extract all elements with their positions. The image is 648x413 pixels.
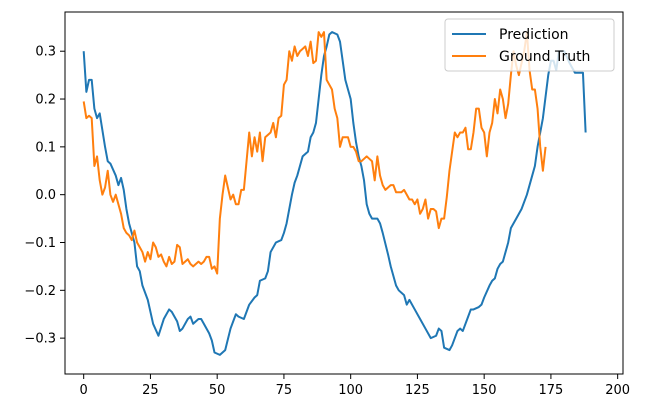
plot-area bbox=[82, 31, 587, 356]
y-tick-label: 0.0 bbox=[35, 188, 56, 203]
x-tick-label: 50 bbox=[209, 383, 226, 398]
legend-label-prediction: Prediction bbox=[499, 27, 569, 43]
y-tick-label: 0.2 bbox=[35, 93, 56, 108]
legend-label-ground-truth: Ground Truth bbox=[499, 49, 590, 65]
series-line-prediction bbox=[82, 31, 587, 356]
x-tick-label: 175 bbox=[538, 383, 563, 398]
x-tick-label: 100 bbox=[338, 383, 363, 398]
x-axis: 0 25 50 75 100 125 150 175 200 bbox=[80, 374, 630, 398]
x-tick-label: 125 bbox=[405, 383, 430, 398]
x-tick-label: 0 bbox=[80, 383, 88, 398]
series-line-ground-truth bbox=[82, 31, 547, 275]
y-tick-label: 0.3 bbox=[35, 45, 56, 60]
x-tick-label: 75 bbox=[276, 383, 293, 398]
y-tick-label: −0.2 bbox=[24, 284, 56, 299]
x-tick-label: 25 bbox=[142, 383, 159, 398]
x-tick-label: 150 bbox=[472, 383, 497, 398]
x-tick-label: 200 bbox=[605, 383, 630, 398]
legend: Prediction Ground Truth bbox=[444, 18, 615, 72]
y-axis: −0.3 −0.2 −0.1 0.0 0.1 0.2 0.3 bbox=[24, 45, 65, 347]
axes-frame bbox=[64, 11, 624, 375]
y-tick-label: −0.3 bbox=[24, 332, 56, 347]
legend-box bbox=[444, 18, 615, 72]
y-tick-label: −0.1 bbox=[24, 236, 56, 251]
y-tick-label: 0.1 bbox=[35, 140, 56, 155]
